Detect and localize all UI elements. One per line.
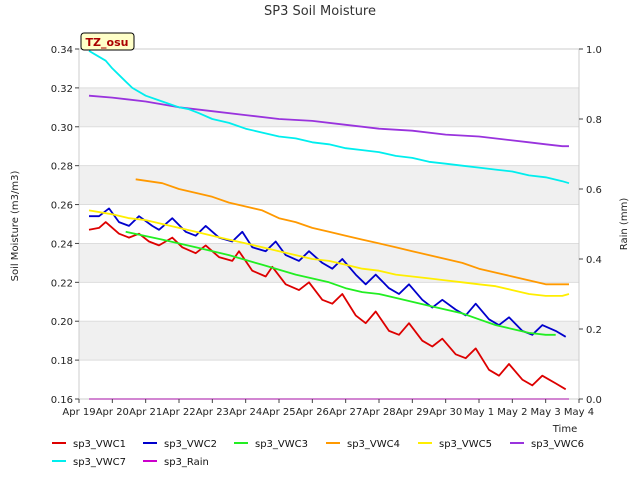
x-axis: Apr 19 Apr 20 Apr 21 Apr 22 Apr 23 Apr 24 Apr … (62, 399, 594, 418)
x-tick-label: Apr 27 (329, 407, 362, 418)
plot-band (79, 126, 579, 166)
tz-annotation-label: TZ_osu (86, 36, 129, 49)
x-tick-label: Apr 26 (296, 407, 329, 418)
y2-tick-label: 0.2 (586, 325, 602, 336)
y-tick-label: 0.20 (51, 317, 73, 328)
x-tick-label: Apr 29 (396, 407, 429, 418)
series-line-sp3_VWC3 (125, 230, 556, 336)
series-line-sp3_VWC1 (88, 221, 567, 391)
y2-tick-label: 1.0 (586, 45, 602, 56)
x-tick-label: Apr 28 (362, 407, 395, 418)
left-y-axis: 0.16 0.18 0.20 0.22 0.24 0.26 0.28 0.30 0.32 0.34 (51, 45, 79, 406)
y-axis-title: Soil Moisture (m3/m3) (10, 171, 21, 282)
series-line-sp3_VWC7 (88, 50, 570, 185)
y-tick-label: 0.18 (51, 356, 73, 367)
x-tick-label: Apr 30 (429, 407, 462, 418)
plot-band (79, 87, 579, 127)
x-tick-label: Apr 19 (62, 407, 95, 418)
y2-tick-label: 0.8 (586, 115, 602, 126)
series-line-sp3_VWC4 (135, 178, 569, 286)
right-y-axis: 0.0 0.2 0.4 0.6 0.8 1.0 (579, 45, 602, 406)
y2-tick-label: 0.4 (586, 255, 602, 266)
legend-label: sp3_VWC6 (531, 439, 584, 450)
legend-label: sp3_VWC7 (73, 457, 126, 468)
y-tick-label: 0.22 (51, 278, 73, 289)
plot-band (79, 49, 579, 88)
x-tick-label: Apr 22 (162, 407, 195, 418)
tz-annotation: TZ_osu (80, 32, 135, 51)
legend-label: sp3_VWC4 (347, 439, 400, 450)
y-tick-label: 0.26 (51, 201, 73, 212)
chart-title: SP3 Soil Moisture (264, 4, 376, 19)
y2-tick-label: 0.0 (586, 395, 602, 406)
x-tick-label: Apr 21 (129, 407, 162, 418)
legend-label: sp3_VWC2 (164, 439, 217, 450)
plot-frame (78, 48, 580, 400)
tz-annotation-box (80, 32, 135, 51)
x-tick-label: Apr 25 (262, 407, 295, 418)
legend-label: sp3_VWC1 (73, 439, 126, 450)
series-line-sp3_VWC6 (88, 94, 569, 148)
series-line-sp3_VWC5 (88, 209, 570, 297)
x-tick-label: May 3 (531, 407, 561, 418)
plot-band (79, 360, 579, 399)
y-tick-label: 0.28 (51, 162, 73, 173)
series-line-sp3_VWC2 (89, 207, 567, 338)
x-axis-title: Time (552, 424, 577, 435)
y-tick-label: 0.34 (51, 45, 73, 56)
y2-axis-title: Rain (mm) (619, 198, 630, 251)
y-tick-label: 0.32 (51, 84, 73, 95)
x-tick-label: May 4 (564, 407, 594, 418)
plot-band (79, 243, 579, 283)
y-tick-label: 0.30 (51, 123, 73, 134)
x-tick-label: Apr 20 (96, 407, 129, 418)
x-tick-label: May 1 (464, 407, 494, 418)
plot-background-bands (79, 49, 579, 399)
x-tick-label: Apr 24 (229, 407, 262, 418)
x-tick-label: May 2 (497, 407, 527, 418)
x-tick-label: Apr 23 (196, 407, 229, 418)
legend-label: sp3_VWC5 (439, 439, 492, 450)
y2-tick-label: 0.6 (586, 185, 602, 196)
legend-label: sp3_VWC3 (255, 439, 308, 450)
y-tick-label: 0.16 (51, 395, 73, 406)
chart-legend: sp3_VWC1 sp3_VWC2 sp3_VWC3 sp3_VWC4 sp3_VWC5… (52, 439, 584, 468)
plot-band (79, 165, 579, 205)
plot-band (79, 321, 579, 361)
y-tick-label: 0.24 (51, 239, 73, 250)
legend-label: sp3_Rain (164, 457, 209, 468)
